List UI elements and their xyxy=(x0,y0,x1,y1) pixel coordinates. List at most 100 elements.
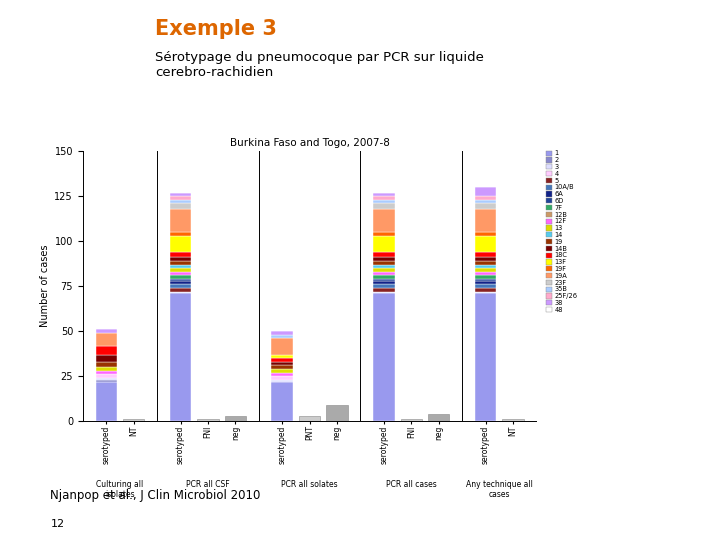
Bar xyxy=(170,285,192,288)
Bar xyxy=(271,355,293,358)
Bar xyxy=(96,374,117,378)
Bar xyxy=(170,236,192,252)
Bar xyxy=(474,187,496,196)
Bar xyxy=(474,209,496,232)
Bar xyxy=(271,328,293,331)
Bar xyxy=(225,416,246,421)
Bar xyxy=(271,331,293,335)
Bar xyxy=(474,268,496,272)
Bar xyxy=(474,279,496,281)
Bar xyxy=(170,189,192,193)
Bar xyxy=(96,380,117,382)
Bar xyxy=(373,285,395,288)
Bar xyxy=(96,329,117,333)
Bar xyxy=(170,200,192,204)
Text: Sérotypage du pneumocoque par PCR sur liquide
cerebro-rachidien: Sérotypage du pneumocoque par PCR sur li… xyxy=(155,51,484,79)
Bar xyxy=(373,196,395,200)
Bar xyxy=(373,292,395,293)
Bar xyxy=(474,196,496,200)
Bar xyxy=(170,279,192,281)
Bar xyxy=(170,252,192,258)
Bar xyxy=(474,200,496,204)
Bar xyxy=(373,200,395,204)
Text: PCR all cases: PCR all cases xyxy=(386,480,436,489)
Bar xyxy=(474,204,496,209)
Bar xyxy=(373,204,395,209)
Bar xyxy=(271,362,293,366)
Text: Any technique all
cases: Any technique all cases xyxy=(466,480,533,499)
Bar xyxy=(170,232,192,236)
Bar xyxy=(474,272,496,275)
Bar xyxy=(474,265,496,268)
Bar xyxy=(271,339,293,355)
Bar xyxy=(96,346,117,355)
Bar xyxy=(271,366,293,369)
Bar xyxy=(373,272,395,275)
Bar xyxy=(96,378,117,380)
Bar xyxy=(326,405,348,421)
Bar xyxy=(271,335,293,339)
Bar xyxy=(373,288,395,292)
Bar xyxy=(96,367,117,371)
Bar xyxy=(373,236,395,252)
Bar xyxy=(197,420,219,421)
Title: Burkina Faso and Togo, 2007-8: Burkina Faso and Togo, 2007-8 xyxy=(230,138,390,147)
Bar xyxy=(373,265,395,268)
Bar xyxy=(96,362,117,367)
Bar xyxy=(170,265,192,268)
Bar xyxy=(271,380,293,382)
Bar xyxy=(474,178,496,187)
Bar xyxy=(474,252,496,258)
Bar xyxy=(502,420,523,421)
Bar xyxy=(170,292,192,293)
Bar xyxy=(299,416,320,421)
Bar xyxy=(96,333,117,346)
Bar xyxy=(170,196,192,200)
Text: Culturing all
isolates: Culturing all isolates xyxy=(96,480,143,499)
Bar xyxy=(474,288,496,292)
Bar xyxy=(170,268,192,272)
Bar xyxy=(271,373,293,376)
Bar xyxy=(96,324,117,329)
Text: PCR all solates: PCR all solates xyxy=(282,480,338,489)
Bar xyxy=(474,232,496,236)
Bar xyxy=(373,279,395,281)
Bar xyxy=(170,272,192,275)
Bar xyxy=(271,376,293,380)
Text: Njanpop et al., J Clin Microbiol 2010: Njanpop et al., J Clin Microbiol 2010 xyxy=(50,489,261,502)
Bar xyxy=(373,293,395,421)
Text: PCR all CSF: PCR all CSF xyxy=(186,480,230,489)
Text: 12: 12 xyxy=(50,519,65,530)
Bar xyxy=(474,275,496,279)
Bar xyxy=(373,187,395,193)
Bar xyxy=(474,293,496,421)
Y-axis label: Number of cases: Number of cases xyxy=(40,245,50,327)
Bar xyxy=(474,292,496,293)
Bar xyxy=(373,261,395,265)
Bar xyxy=(170,193,192,196)
Bar xyxy=(96,382,117,421)
Bar xyxy=(373,268,395,272)
Bar xyxy=(170,204,192,209)
Bar xyxy=(170,258,192,261)
Legend: 1, 2, 3, 4, 5, 10A/B, 6A, 6D, 7F, 12B, 12F, 13, 14, 19, 14B, 18C, 13F, 19F, 19A,: 1, 2, 3, 4, 5, 10A/B, 6A, 6D, 7F, 12B, 1… xyxy=(544,149,579,314)
Bar xyxy=(96,371,117,374)
Bar xyxy=(474,258,496,261)
Bar xyxy=(400,420,422,421)
Bar xyxy=(271,382,293,421)
Bar xyxy=(373,281,395,285)
Bar xyxy=(373,209,395,232)
Bar xyxy=(474,285,496,288)
Bar xyxy=(170,209,192,232)
Bar xyxy=(271,369,293,373)
Bar xyxy=(170,275,192,279)
Bar xyxy=(170,293,192,421)
Bar xyxy=(373,193,395,196)
Bar xyxy=(373,232,395,236)
Bar xyxy=(170,281,192,285)
Bar xyxy=(170,261,192,265)
Bar xyxy=(373,275,395,279)
Bar xyxy=(474,261,496,265)
Bar xyxy=(271,358,293,362)
Bar xyxy=(373,252,395,258)
